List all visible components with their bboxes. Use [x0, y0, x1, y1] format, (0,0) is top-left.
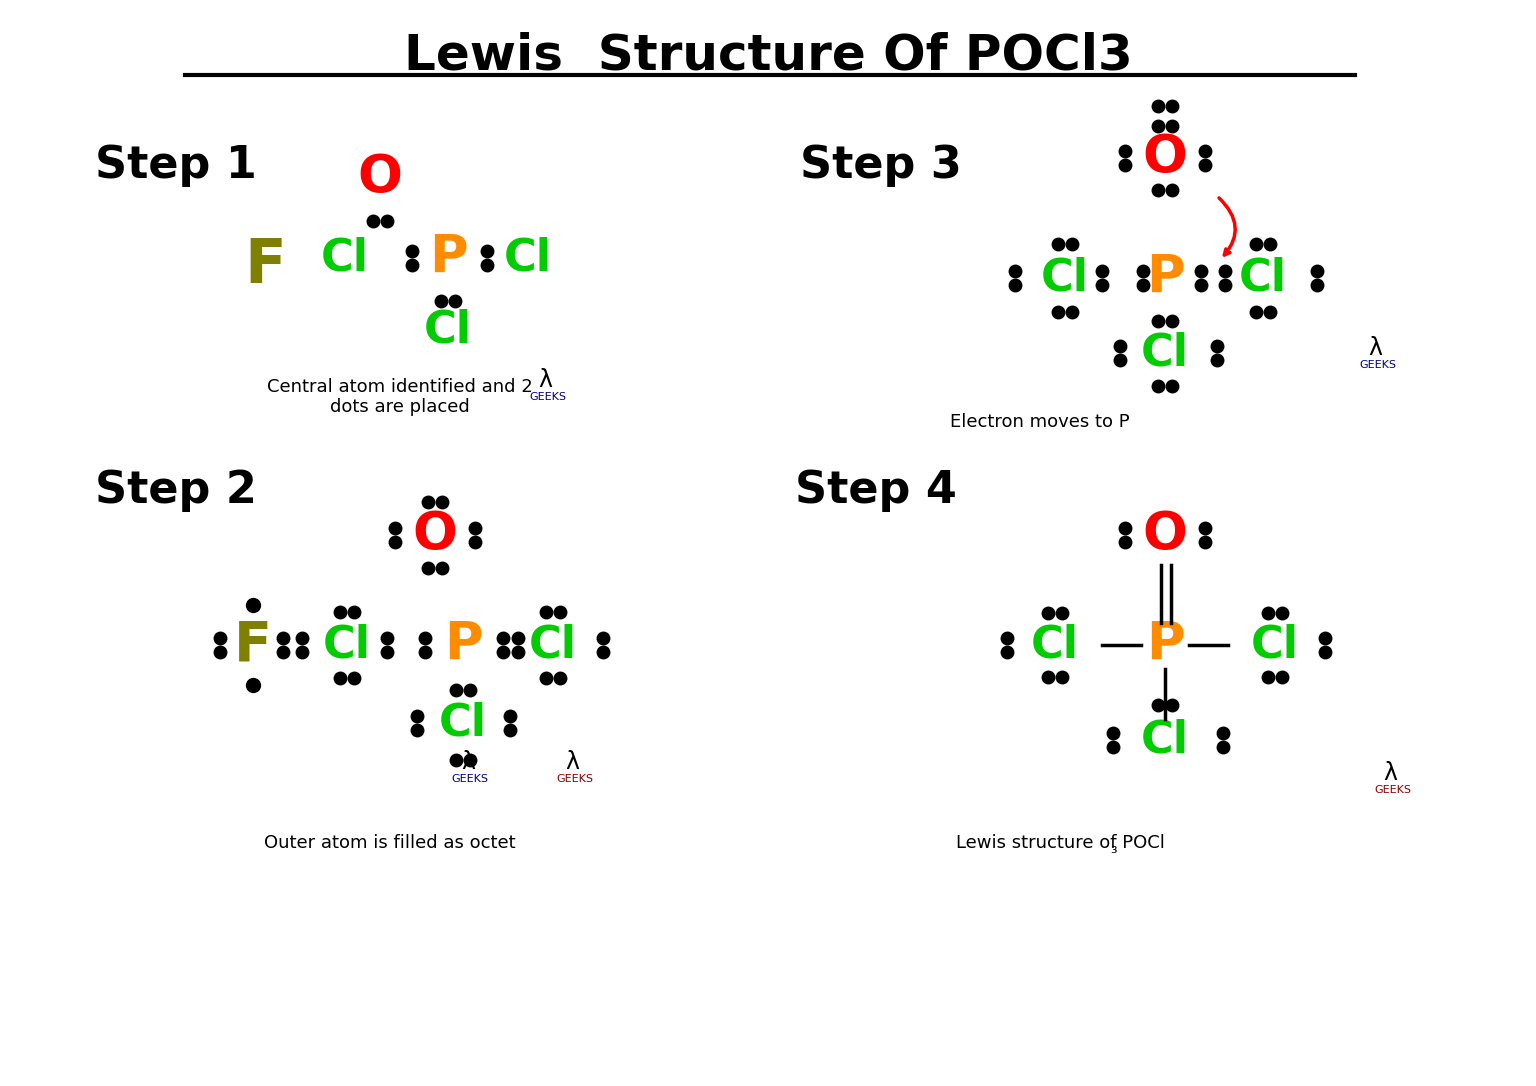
Text: λ: λ: [538, 368, 551, 392]
Text: λ: λ: [565, 750, 579, 774]
Text: GEEKS: GEEKS: [1375, 785, 1412, 795]
Text: Lewis structure of POCl: Lewis structure of POCl: [955, 834, 1164, 853]
Text: P: P: [1146, 252, 1184, 304]
Text: Step 2: Step 2: [95, 468, 257, 512]
Text: Cl: Cl: [1031, 623, 1078, 667]
Text: O: O: [413, 509, 458, 561]
Text: Cl: Cl: [321, 237, 369, 279]
Text: Step 3: Step 3: [800, 143, 962, 187]
Text: Cl: Cl: [1141, 331, 1189, 375]
Text: GEEKS: GEEKS: [452, 774, 488, 784]
Text: O: O: [1143, 132, 1187, 184]
Text: O: O: [1143, 509, 1187, 561]
Text: Cl: Cl: [323, 623, 372, 667]
Text: O: O: [358, 152, 402, 204]
Text: ₃: ₃: [1111, 839, 1117, 857]
Text: Cl: Cl: [504, 237, 551, 279]
Text: Cl: Cl: [439, 702, 487, 745]
Text: P: P: [429, 232, 467, 285]
Text: Cl: Cl: [528, 623, 578, 667]
Text: GEEKS: GEEKS: [1359, 359, 1396, 370]
Text: λ: λ: [1382, 761, 1398, 785]
Text: Step 4: Step 4: [796, 468, 957, 512]
Text: Cl: Cl: [1141, 719, 1189, 761]
Text: F: F: [233, 618, 272, 672]
Text: GEEKS: GEEKS: [530, 392, 567, 402]
Text: GEEKS: GEEKS: [556, 774, 593, 784]
Text: Central atom identified and 2
dots are placed: Central atom identified and 2 dots are p…: [267, 378, 533, 416]
Text: Cl: Cl: [1250, 623, 1299, 667]
Text: Lewis  Structure Of POCl3: Lewis Structure Of POCl3: [404, 31, 1132, 79]
Text: Step 1: Step 1: [95, 143, 257, 187]
Text: Cl: Cl: [1041, 256, 1089, 300]
Text: λ: λ: [461, 750, 475, 774]
Text: Cl: Cl: [1240, 256, 1287, 300]
Text: P: P: [1146, 619, 1184, 671]
Text: P: P: [444, 619, 482, 671]
Text: λ: λ: [1369, 336, 1382, 359]
Text: Electron moves to P: Electron moves to P: [951, 413, 1130, 431]
Text: Cl: Cl: [424, 308, 472, 352]
Text: F: F: [244, 237, 286, 295]
Text: Outer atom is filled as octet: Outer atom is filled as octet: [264, 834, 516, 853]
